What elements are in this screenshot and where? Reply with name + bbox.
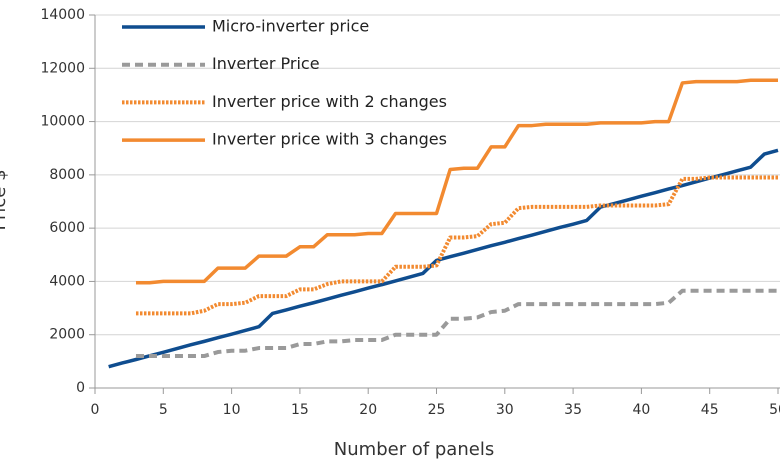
x-tick-label: 15: [291, 402, 309, 418]
x-tick-label: 10: [223, 402, 241, 418]
x-tick-label: 0: [91, 402, 100, 418]
x-axis-title: Number of panels: [334, 439, 494, 460]
legend-label: Micro-inverter price: [212, 17, 369, 36]
y-tick-label: 12000: [40, 60, 85, 76]
series-line: [108, 148, 779, 369]
y-tick-label: 6000: [49, 220, 85, 236]
y-axis-title: Price $: [0, 169, 10, 230]
x-tick-label: 20: [359, 402, 377, 418]
legend-label: Inverter price with 3 changes: [212, 130, 447, 149]
series-line: [135, 288, 778, 359]
x-tick-label: 40: [632, 402, 650, 418]
legend-label: Inverter price with 2 changes: [212, 92, 447, 111]
y-tick-label: 4000: [49, 273, 85, 289]
x-tick-label: 25: [428, 402, 446, 418]
y-tick-label: 8000: [49, 167, 85, 183]
series-line: [135, 175, 778, 316]
series-line: [135, 78, 778, 285]
x-tick-label: 35: [564, 402, 582, 418]
y-tick-label: 10000: [40, 114, 85, 130]
x-tick-label: 45: [701, 402, 719, 418]
x-tick-label: 50: [769, 402, 780, 418]
y-tick-label: 2000: [49, 327, 85, 343]
y-tick-label: 14000: [40, 7, 85, 23]
x-tick-label: 30: [496, 402, 514, 418]
y-tick-label: 0: [76, 380, 85, 396]
x-tick-label: 5: [159, 402, 168, 418]
legend-label: Inverter Price: [212, 54, 320, 73]
